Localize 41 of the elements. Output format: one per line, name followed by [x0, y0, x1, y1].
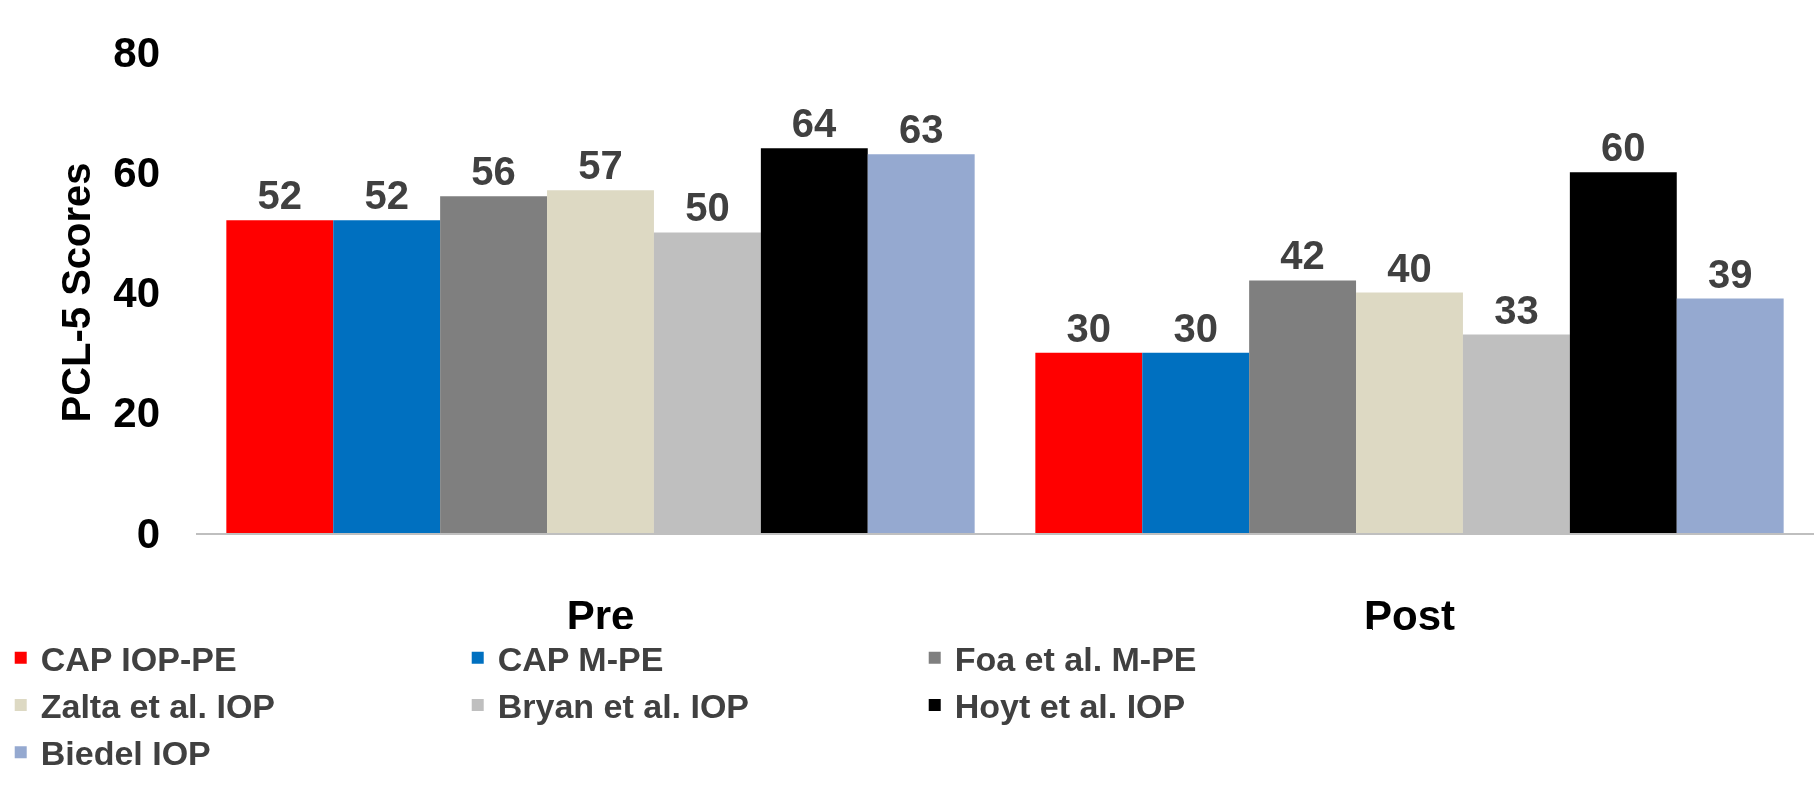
legend-label: CAP IOP-PE: [40, 640, 237, 679]
data-label: 64: [791, 101, 837, 146]
y-tick-label: 40: [113, 269, 160, 317]
bar: [760, 148, 868, 533]
bar: [1142, 352, 1250, 533]
data-label: 52: [257, 173, 303, 218]
y-axis-title: PCL-5 Scores: [53, 162, 98, 423]
data-label: 42: [1280, 233, 1325, 278]
x-tick-label: Pre: [566, 592, 635, 640]
legend-label: Zalta et al. IOP: [40, 687, 276, 726]
legend-label: Hoyt et al. IOP: [954, 687, 1186, 726]
y-tick-label: 0: [136, 509, 160, 557]
bar: [1356, 292, 1463, 533]
data-label: 57: [578, 143, 623, 188]
bar: [440, 196, 548, 533]
data-label: 52: [364, 173, 409, 218]
data-label: 60: [1601, 125, 1646, 170]
data-label: 40: [1387, 245, 1432, 290]
bar: [226, 220, 334, 533]
data-label: 33: [1494, 287, 1539, 332]
data-label: 56: [471, 149, 516, 194]
y-tick-label: 20: [113, 389, 160, 437]
bar: [333, 220, 441, 533]
data-label: 30: [1066, 305, 1112, 350]
data-label: 63: [898, 107, 944, 152]
bar: [547, 190, 654, 533]
data-label: 30: [1173, 305, 1218, 350]
bar: [1035, 352, 1143, 533]
x-tick-label: Post: [1363, 592, 1456, 640]
y-tick-label: 60: [113, 148, 160, 196]
data-label: 39: [1707, 251, 1753, 296]
y-tick-label: 80: [113, 28, 160, 76]
bar: [1249, 280, 1357, 533]
legend-label: Bryan et al. IOP: [497, 687, 750, 726]
legend-label: CAP M-PE: [497, 640, 664, 679]
bar: [1569, 172, 1677, 533]
legend-label: Biedel IOP: [40, 734, 211, 773]
legend-label: Foa et al. M-PE: [954, 640, 1197, 679]
data-label: 50: [685, 185, 730, 230]
bar: [1676, 298, 1784, 533]
bar: [867, 154, 975, 533]
